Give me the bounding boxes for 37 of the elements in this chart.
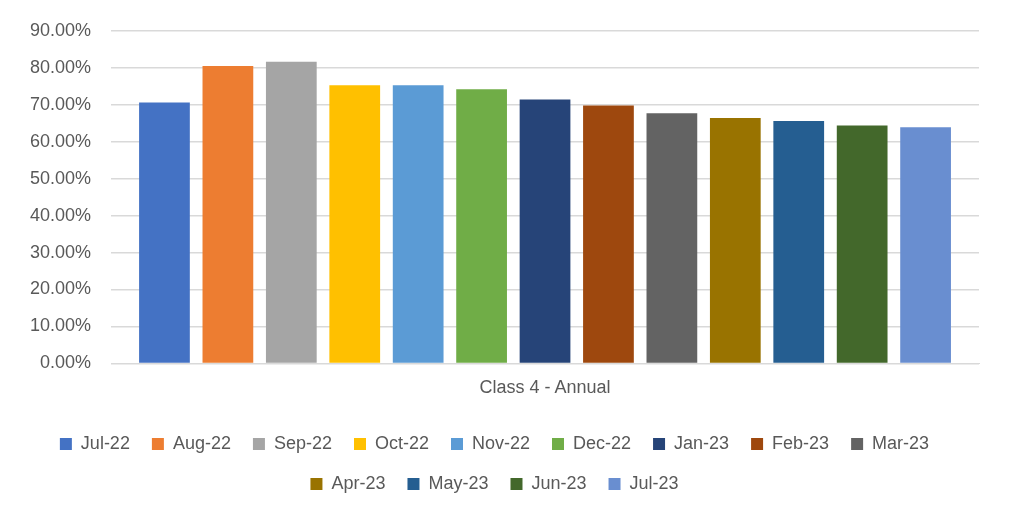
y-tick-label: 60.00% <box>29 130 92 151</box>
y-tick-label: 50.00% <box>29 167 92 188</box>
bar <box>265 61 317 363</box>
bar <box>392 85 444 363</box>
legend-label: Jun-23 <box>531 472 587 493</box>
y-tick-label: 90.00% <box>29 19 92 40</box>
bar <box>836 125 888 363</box>
legend-label: Mar-23 <box>872 432 930 453</box>
bar <box>709 118 761 363</box>
bar <box>329 85 381 363</box>
bar <box>646 113 698 363</box>
y-tick-label: 20.00% <box>29 278 92 299</box>
bar <box>139 102 190 363</box>
bar <box>583 105 634 363</box>
y-tick-label: 80.00% <box>29 56 92 77</box>
legend-label: Nov-22 <box>472 432 531 453</box>
y-tick-label: 40.00% <box>29 204 92 225</box>
legend-label: Jul-23 <box>629 472 679 493</box>
legend-label: Jul-22 <box>80 432 130 453</box>
legend-label: May-23 <box>428 472 489 493</box>
y-tick-label: 70.00% <box>29 93 92 114</box>
bar <box>519 99 571 363</box>
y-tick-label: 30.00% <box>29 241 92 262</box>
y-tick-label: 0.00% <box>40 352 92 373</box>
bar <box>900 127 951 363</box>
bar <box>456 89 507 363</box>
bar <box>773 120 825 363</box>
y-tick-label: 10.00% <box>29 315 92 336</box>
legend-label: Dec-22 <box>573 432 632 453</box>
legend-label: Sep-22 <box>273 432 332 453</box>
bar <box>202 65 254 363</box>
legend-label: Apr-23 <box>331 472 386 493</box>
x-tick-label: Class 4 - Annual <box>479 377 611 398</box>
legend-label: Feb-23 <box>772 432 830 453</box>
legend-label: Jan-23 <box>674 432 730 453</box>
legend-label: Aug-22 <box>172 432 231 453</box>
legend-label: Oct-22 <box>374 432 430 453</box>
